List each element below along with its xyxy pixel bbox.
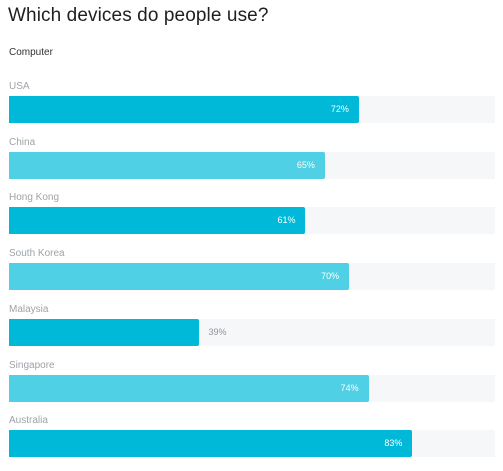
value-label: 39% [208,326,227,337]
bar-row: Hong Kong 61% [0,192,503,248]
category-label: China [9,136,36,148]
category-label: Malaysia [9,303,49,315]
bar-track: 65% [9,151,495,179]
bar [9,318,199,346]
value-label: 72% [330,104,349,114]
value-label: 70% [321,271,340,282]
bar-track: 74% [9,374,495,402]
bar-row: China 65% [0,137,503,193]
bar [9,374,369,402]
value-label: 65% [296,159,315,170]
chart-subtitle: Computer [9,47,53,58]
value-label: 83% [384,438,403,449]
bar-row: USA 72% [0,81,503,137]
bar-track: 70% [9,263,495,291]
bar [9,96,359,123]
bar-row: Singapore 74% [0,360,503,416]
bar-row: Malaysia 39% [0,304,503,360]
category-label: Singapore [9,359,55,371]
bar-track: 61% [9,207,495,235]
category-label: South Korea [9,248,65,260]
bar [9,207,306,235]
bar [9,430,413,458]
category-label: Hong Kong [9,192,60,204]
chart-title: Which devices do people use? [8,5,269,26]
value-label: 61% [277,215,296,226]
bar-row: Australia 83% [0,415,503,471]
bar [9,151,325,179]
bar-row: South Korea 70% [0,248,503,304]
bar-track: 83% [9,430,495,458]
bar-track: 39% [9,318,495,346]
bar-track: 72% [9,96,495,123]
category-label: USA [9,81,30,92]
category-label: Australia [9,415,48,427]
value-label: 74% [340,382,359,393]
bar [9,263,350,291]
